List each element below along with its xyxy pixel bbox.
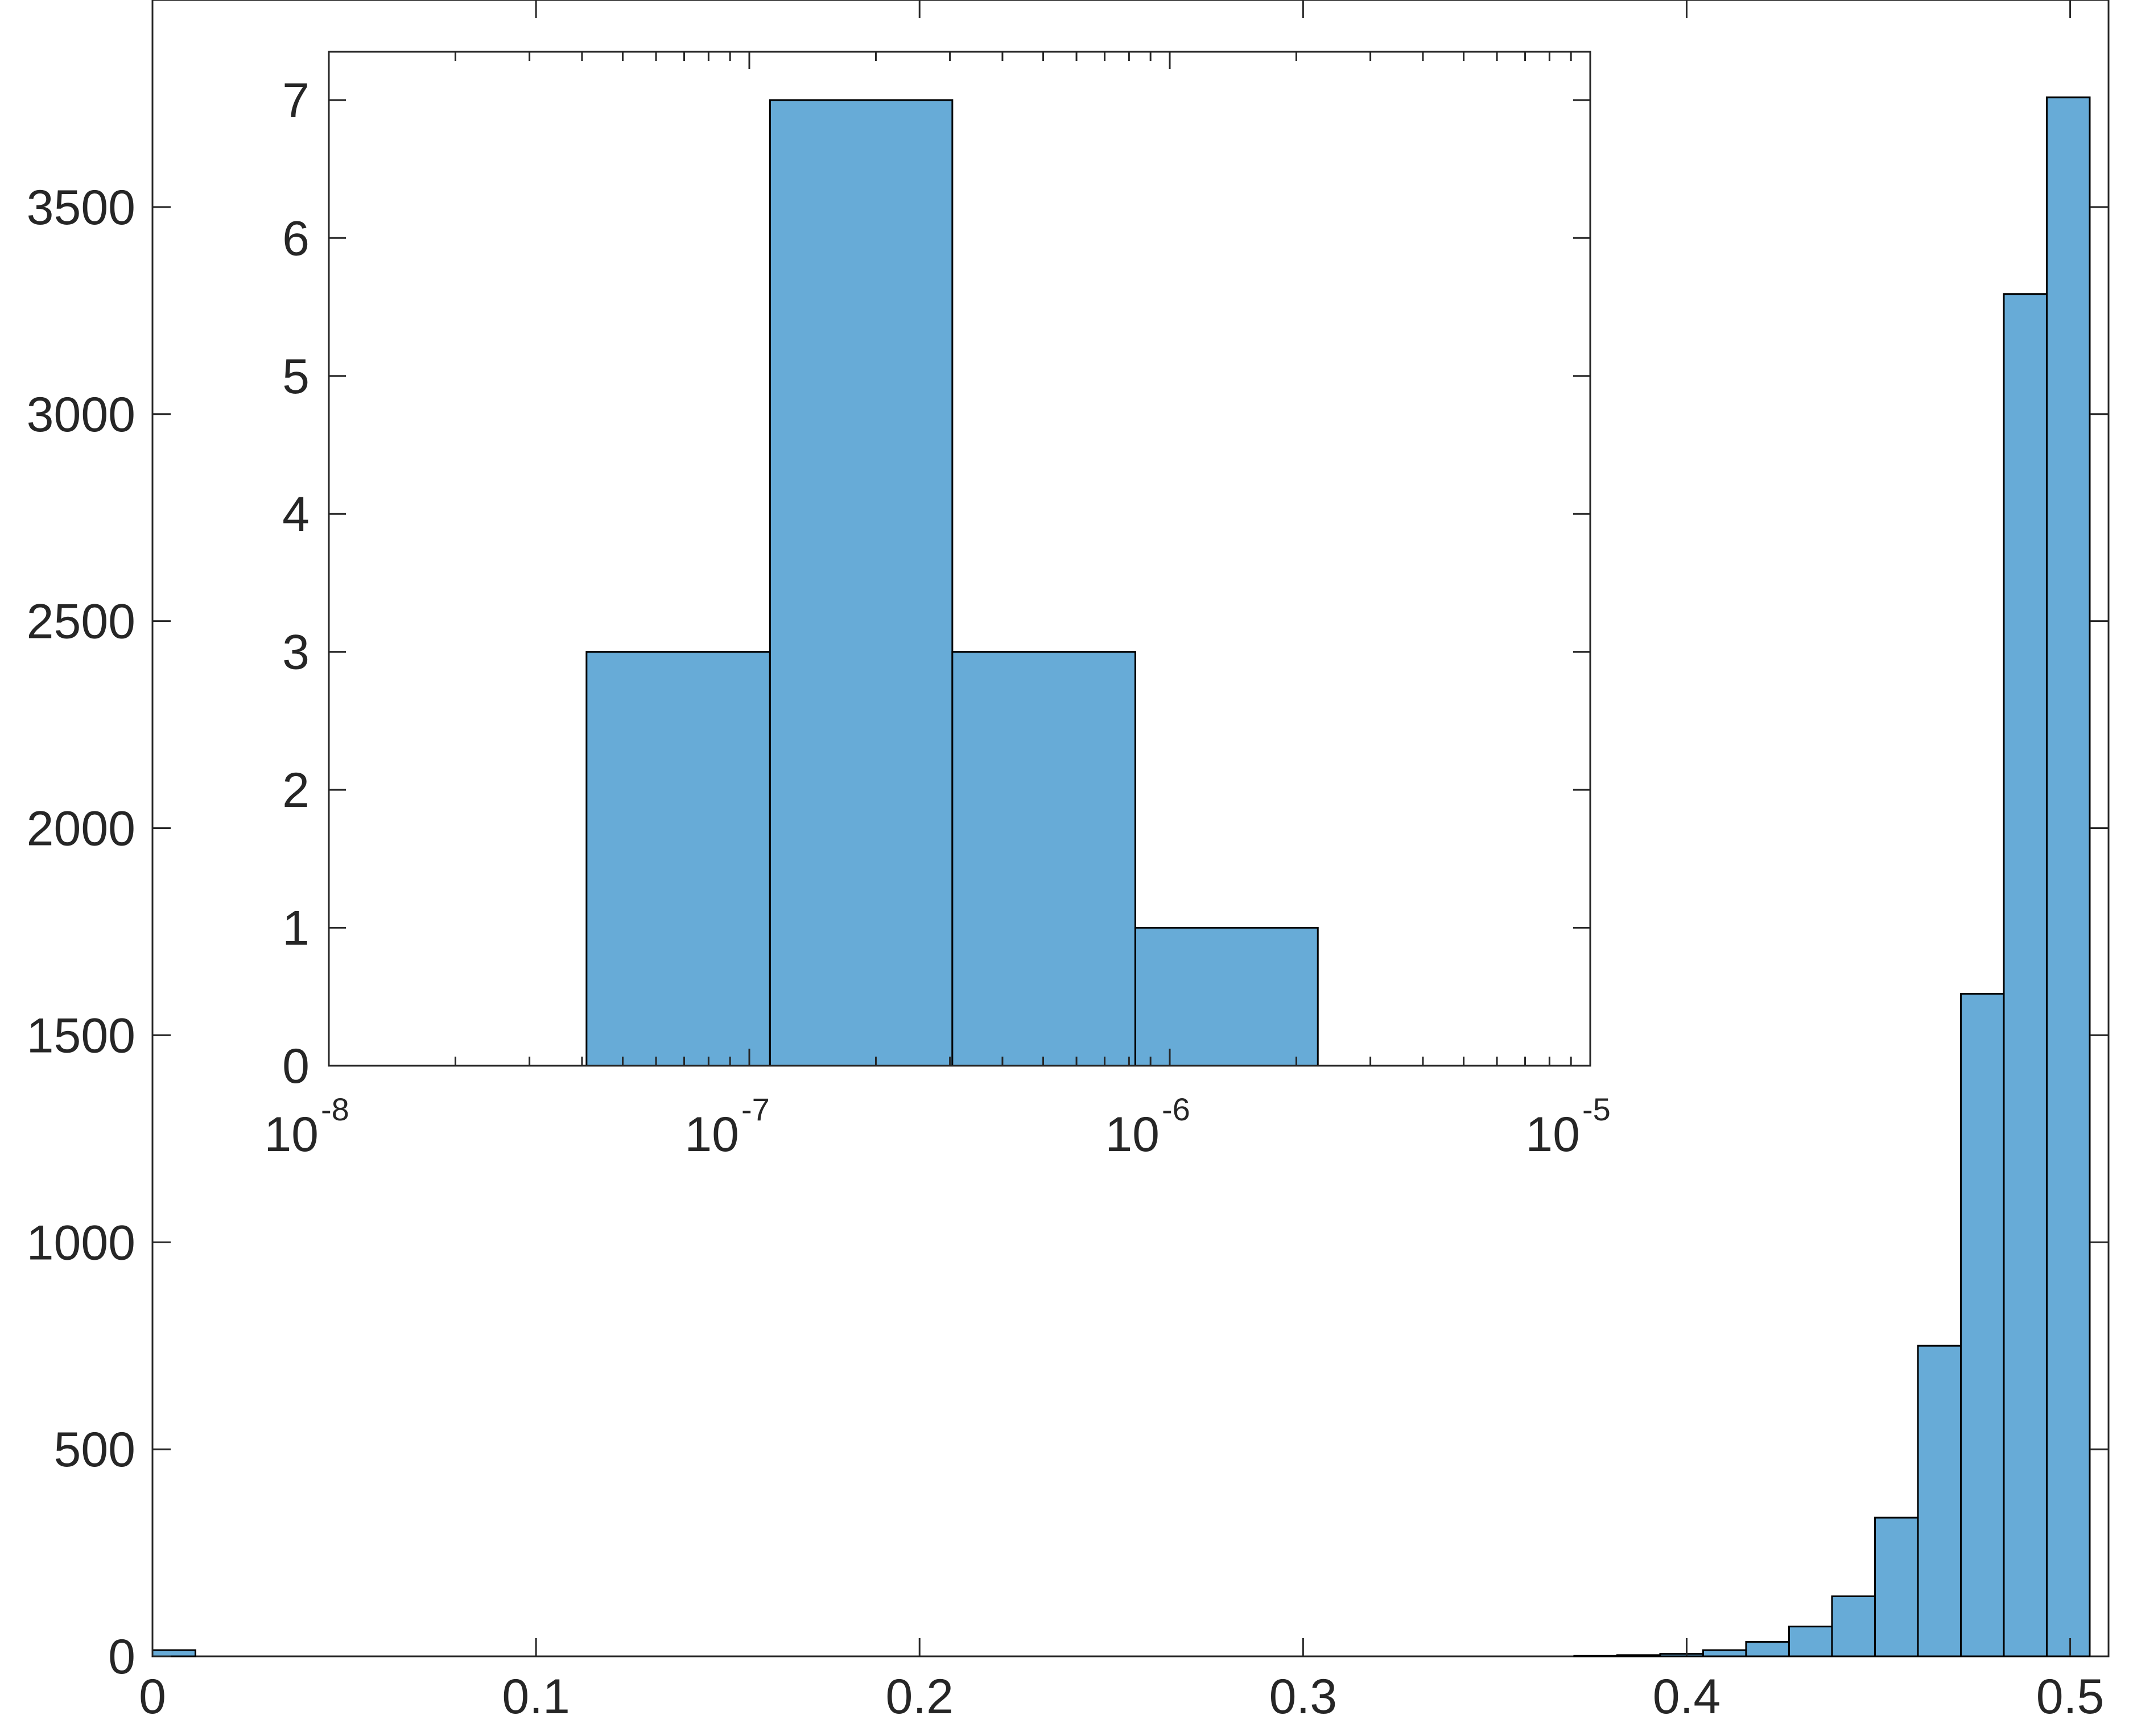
inset-bar-2 [951,651,1136,1067]
inset-bar-1 [769,99,954,1067]
inset-x-tick-label: 10 -6 [1105,1091,1190,1162]
main-y-tick-label: 3000 [27,387,135,442]
inset-plot-frame [328,51,1591,1067]
inset-x-tick-exponent: -8 [321,1091,349,1127]
main-bar-2 [1616,1654,1661,1657]
inset-y-tick-label: 2 [282,763,310,818]
main-x-tick-label: 0.3 [1269,1669,1338,1724]
inset-x-tick-label: 10 -8 [264,1091,349,1162]
main-bar-6 [1788,1626,1833,1657]
inset-y-tick-label: 4 [282,487,310,542]
inset-x-tick-exponent: -5 [1582,1091,1611,1127]
inset-x-tick-base: 10 [1105,1107,1160,1162]
main-bar-5 [1745,1641,1790,1657]
main-x-tick-label: 0.2 [885,1669,954,1724]
main-x-tick-label: 0.5 [2036,1669,2105,1724]
inset-y-tick-label: 1 [282,901,310,956]
inset-y-tick-label: 0 [282,1039,310,1094]
inset-y-tick-label: 7 [282,73,310,128]
main-y-tick-label: 1000 [27,1215,135,1270]
inset-y-tick-label: 5 [282,349,310,404]
main-bar-4 [1702,1649,1747,1657]
main-bar-10 [1959,993,2005,1657]
main-bar-3 [1659,1653,1704,1657]
main-x-tick-label: 0.1 [502,1669,570,1724]
main-x-tick-label: 0.4 [1653,1669,1721,1724]
inset-x-tick-label: 10 -5 [1525,1091,1610,1162]
main-bar-11 [2003,293,2048,1657]
main-bar-8 [1874,1516,1919,1657]
inset-bar-0 [585,651,771,1067]
inset-x-tick-exponent: -6 [1162,1091,1190,1127]
main-bar-12 [2045,96,2091,1657]
inset-y-tick-label: 3 [282,625,310,680]
main-y-tick-label: 1500 [27,1008,135,1063]
inset-x-tick-exponent: -7 [741,1091,770,1127]
main-y-tick-label: 0 [108,1630,135,1684]
inset-bar-3 [1134,927,1319,1067]
inset-x-tick-base: 10 [1525,1107,1580,1162]
main-bar-9 [1917,1345,1962,1657]
main-y-tick-label: 2000 [27,802,135,856]
main-y-tick-label: 2500 [27,595,135,649]
main-bar-7 [1831,1595,1876,1657]
main-x-tick-label: 0 [139,1669,166,1724]
main-bar-0 [151,1649,197,1657]
main-y-tick-label: 3500 [27,180,135,235]
inset-x-tick-label: 10 -7 [684,1091,769,1162]
inset-x-tick-base: 10 [684,1107,739,1162]
main-y-tick-label: 500 [54,1422,136,1477]
main-plot: 0 0.1 0.2 0.3 0.4 0.5 0 500 1000 1500 2000 2500 3000… [27,0,2110,1724]
inset-x-tick-base: 10 [264,1107,319,1162]
inset-y-tick-label: 6 [282,211,310,266]
